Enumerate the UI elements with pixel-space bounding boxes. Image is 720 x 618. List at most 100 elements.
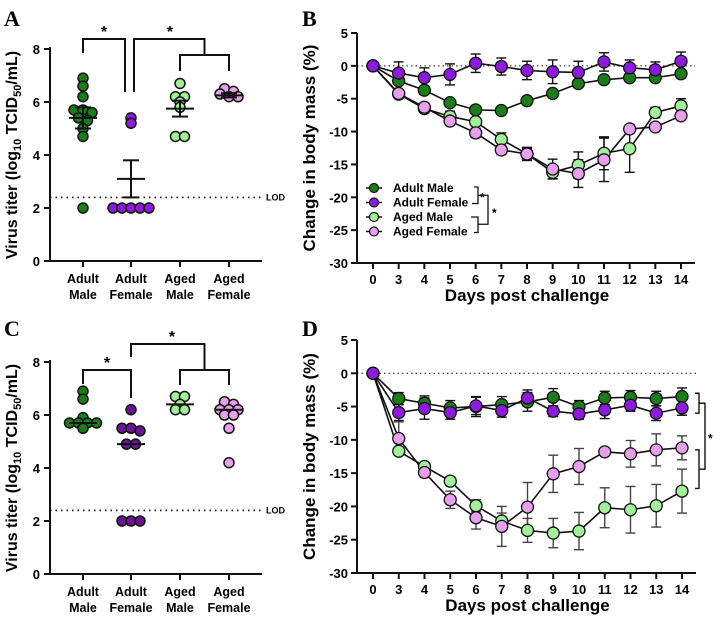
data-point xyxy=(443,67,457,82)
data-point xyxy=(77,80,89,92)
x-tick-label: 13 xyxy=(648,272,662,287)
data-point xyxy=(648,105,662,120)
y-tick-label: 6 xyxy=(33,408,40,423)
y-tick-label: -20 xyxy=(329,190,348,205)
x-tick-label: 11 xyxy=(598,582,612,597)
category-label-line1: Aged xyxy=(213,272,244,286)
data-point xyxy=(392,391,406,406)
data-point xyxy=(494,143,508,157)
significance-star: * xyxy=(104,355,111,372)
data-point xyxy=(443,96,457,110)
legend-marker xyxy=(368,211,380,223)
data-point xyxy=(469,115,483,129)
data-point xyxy=(675,484,689,498)
panel-label-d: D xyxy=(302,316,318,341)
data-point xyxy=(134,425,146,437)
panel-label-b: B xyxy=(302,6,317,31)
x-tick-label: 11 xyxy=(597,272,611,287)
x-tick-label: 3 xyxy=(395,272,402,287)
x-tick-label: 4 xyxy=(421,272,429,287)
y-axis-label-part: Virus titer (log xyxy=(4,151,21,259)
y-tick-label: -30 xyxy=(329,566,348,581)
significance-bracket xyxy=(130,343,206,370)
data-point xyxy=(417,83,431,97)
x-tick-label: 3 xyxy=(395,582,402,597)
legend-label: Aged Female xyxy=(393,225,468,239)
legend-item: Adult Male xyxy=(366,181,454,195)
data-point xyxy=(649,443,663,457)
data-point xyxy=(125,117,137,129)
y-tick-label: -15 xyxy=(329,157,348,172)
panel-label-a: A xyxy=(4,6,20,31)
x-tick-label: 0 xyxy=(369,582,376,597)
y-axis-label-part: Virus titer (log xyxy=(4,464,21,572)
data-point xyxy=(495,519,509,534)
data-point xyxy=(623,503,638,517)
data-point xyxy=(178,130,191,143)
data-point xyxy=(443,493,457,507)
y-tick-label: 0 xyxy=(33,567,40,582)
y-tick-label: 4 xyxy=(33,148,41,163)
significance-star: * xyxy=(169,329,176,346)
data-point xyxy=(571,65,585,80)
data-point xyxy=(649,391,663,406)
x-axis-label: Days post challenge xyxy=(445,596,609,615)
data-point xyxy=(417,401,432,416)
data-point xyxy=(469,103,483,117)
data-point xyxy=(675,441,689,455)
data-point xyxy=(143,202,155,214)
data-point xyxy=(125,403,137,416)
data-point xyxy=(520,63,534,78)
x-tick-label: 0 xyxy=(369,272,376,287)
data-point xyxy=(546,390,560,404)
panel-c: 0 2 4 6 8 Virus titer (log10 TCID50/mL) Adult M… xyxy=(4,329,285,615)
data-point xyxy=(494,59,508,74)
y-tick-label: -15 xyxy=(329,466,348,481)
category-label-line2: Female xyxy=(109,601,152,615)
category-label-line2: Male xyxy=(166,601,194,615)
x-tick-label: 14 xyxy=(674,272,689,287)
x-tick-label: 10 xyxy=(572,582,586,597)
x-tick-label: 12 xyxy=(623,582,637,597)
data-point xyxy=(417,100,431,114)
x-tick-label: 6 xyxy=(472,272,479,287)
data-point xyxy=(546,404,560,418)
y-tick-label: -25 xyxy=(329,533,348,548)
data-point xyxy=(674,54,688,68)
x-tick-label: 7 xyxy=(498,272,505,287)
y-axis-label-part: 10 xyxy=(12,139,24,151)
data-point xyxy=(443,474,457,488)
significance-star: * xyxy=(167,24,174,41)
significance-bracket xyxy=(179,369,230,385)
y-tick-label: -10 xyxy=(329,125,348,140)
data-point xyxy=(227,409,240,421)
x-axis-label: Days post challenge xyxy=(445,286,609,305)
data-point xyxy=(520,94,534,108)
data-point xyxy=(174,77,186,90)
y-axis-label-part: 50 xyxy=(12,398,24,410)
x-tick-label: 9 xyxy=(549,272,556,287)
y-axis-label-part: TCID xyxy=(4,410,21,452)
y-tick-label: 8 xyxy=(33,42,40,57)
data-point xyxy=(674,109,688,123)
data-point xyxy=(366,59,380,73)
data-point xyxy=(77,393,89,405)
data-point xyxy=(623,398,638,412)
y-tick-label: -5 xyxy=(336,400,348,415)
data-point xyxy=(392,431,406,446)
data-point xyxy=(598,391,612,405)
data-point xyxy=(674,67,688,81)
category-label-line1: Adult xyxy=(115,585,148,599)
data-point xyxy=(598,501,612,515)
data-point xyxy=(223,422,235,434)
data-point xyxy=(648,120,662,134)
y-axis-label-part: TCID xyxy=(4,97,21,139)
significance-bracket xyxy=(133,38,206,92)
y-axis-label-part: /mL) xyxy=(4,51,21,85)
y-tick-label: -5 xyxy=(336,92,348,107)
x-tick-label: 8 xyxy=(523,272,530,287)
significance-star: * xyxy=(708,432,713,446)
x-tick-label: 5 xyxy=(446,272,453,287)
panel-d: 5 0 -5 -10 -15 -20 -25 -30 0 3 4 5 6 7 8 9 10 11 12 13 14 Day… xyxy=(300,333,713,615)
